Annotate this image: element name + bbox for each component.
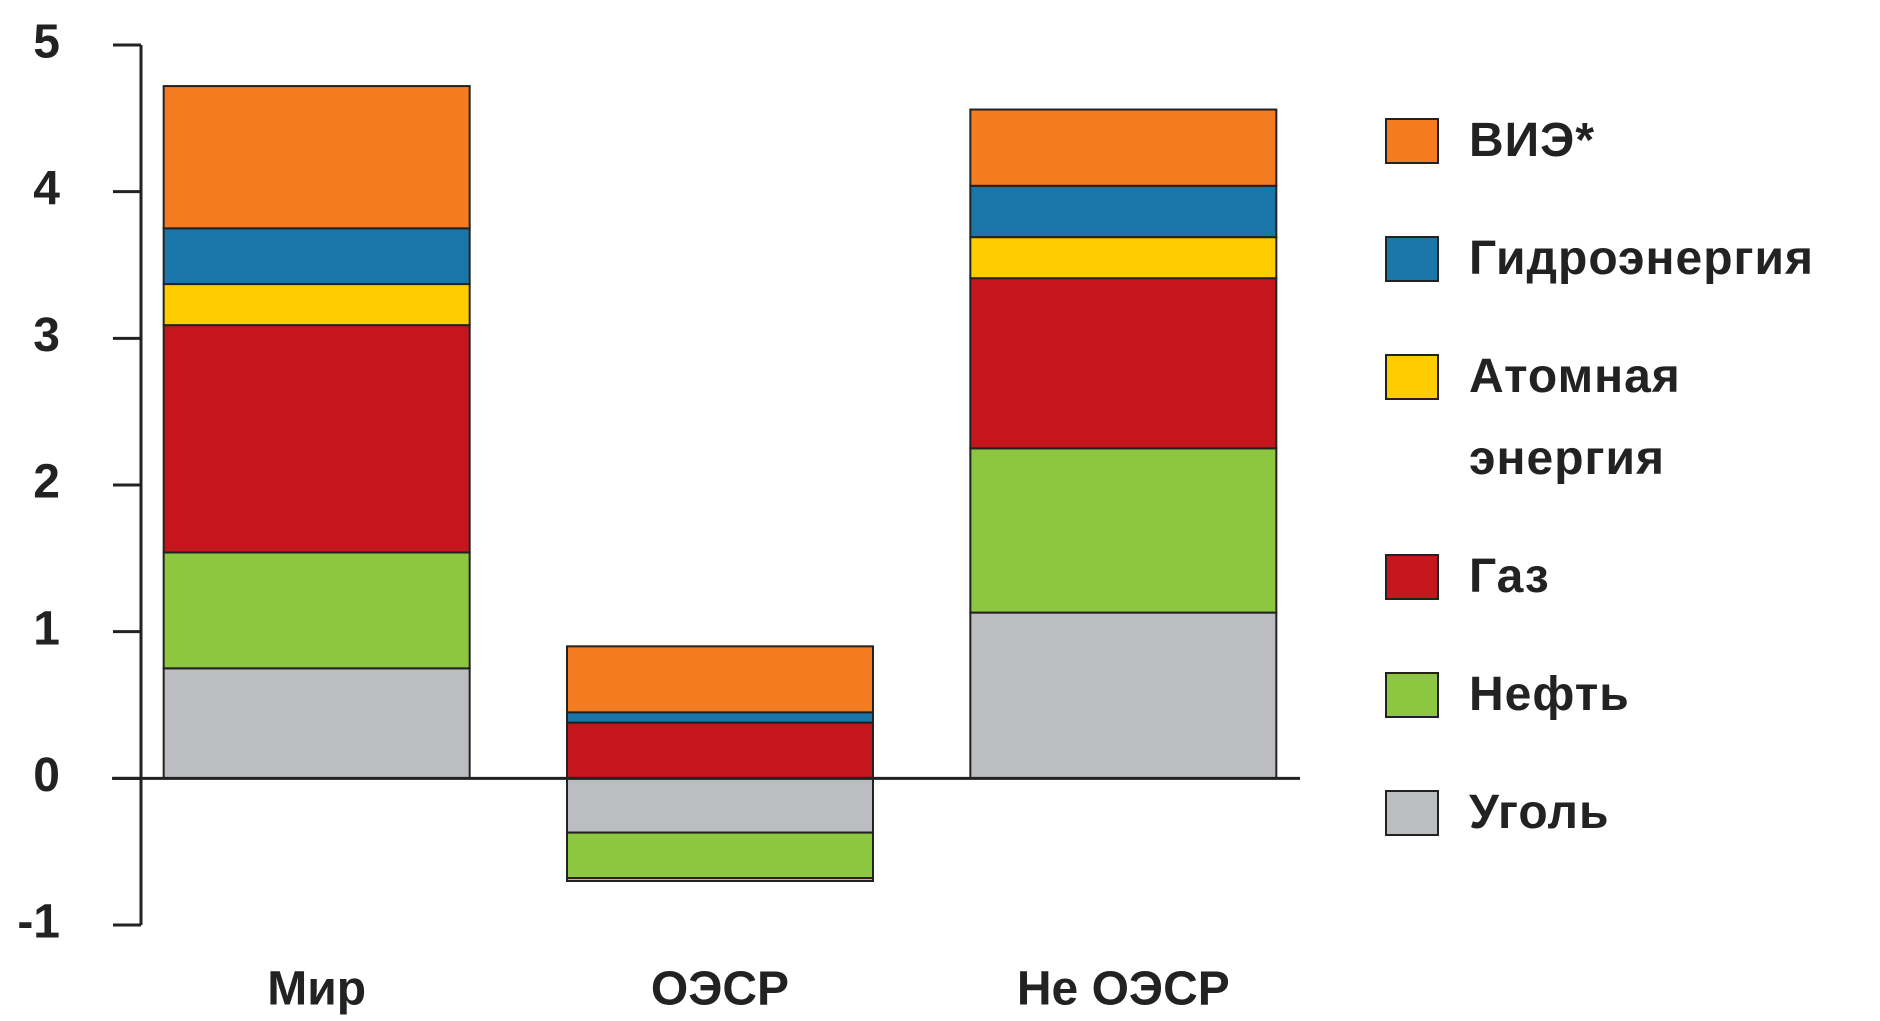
bar-segment xyxy=(969,447,1278,614)
y-tick-label: 5 xyxy=(33,16,60,69)
bar-segment xyxy=(969,236,1278,280)
bar-segment xyxy=(969,611,1278,780)
bar-segment xyxy=(162,551,471,670)
legend-swatch xyxy=(1385,236,1439,282)
y-tick-label: 0 xyxy=(33,749,60,802)
bar-segment xyxy=(566,831,874,880)
legend-label: Газ xyxy=(1469,550,1550,603)
bar-segment xyxy=(566,711,874,724)
legend-item: Газ xyxy=(1385,536,1865,654)
bar-segment xyxy=(162,227,471,286)
bar-segment xyxy=(566,721,874,780)
y-tick-label: 2 xyxy=(33,456,60,509)
legend-swatch xyxy=(1385,672,1439,718)
legend-label: Уголь xyxy=(1469,786,1610,839)
legend-item: ВИЭ* xyxy=(1385,100,1865,218)
legend-item: Уголь xyxy=(1385,772,1865,890)
legend-swatch xyxy=(1385,554,1439,600)
bar-segment xyxy=(162,283,471,327)
x-tick-label: ОЭСР xyxy=(651,963,789,1016)
legend-item: Атомная энергия xyxy=(1385,336,1865,536)
x-tick-label: Мир xyxy=(267,963,366,1016)
legend-item: Гидроэнергия xyxy=(1385,218,1865,336)
bar-segment xyxy=(969,108,1278,187)
bar-segment xyxy=(162,667,471,780)
x-tick-label: Не ОЭСР xyxy=(1017,963,1230,1016)
bar-segment xyxy=(969,277,1278,450)
legend-label: Нефть xyxy=(1469,668,1630,721)
legend-item: Нефть xyxy=(1385,654,1865,772)
legend: ВИЭ* Гидроэнергия Атомная энергия Газ Нефть У… xyxy=(1385,100,1865,890)
y-tick-label: -1 xyxy=(17,896,60,949)
bar-segment xyxy=(566,645,874,714)
bar-segment xyxy=(566,777,874,834)
legend-swatch xyxy=(1385,118,1439,164)
legend-label: ВИЭ* xyxy=(1469,114,1595,167)
legend-label: Атомная энергия xyxy=(1469,350,1681,485)
bar-segment xyxy=(969,184,1278,239)
legend-swatch xyxy=(1385,354,1439,400)
bar-segment xyxy=(566,877,874,882)
y-tick-label: 1 xyxy=(33,602,60,655)
bar-segment xyxy=(162,85,471,230)
legend-label: Гидроэнергия xyxy=(1469,232,1815,285)
y-tick-label: 4 xyxy=(33,162,60,215)
y-tick-label: 3 xyxy=(33,309,60,362)
bar-segment xyxy=(162,324,471,554)
legend-swatch xyxy=(1385,790,1439,836)
chart: -1 0 1 2 3 4 5 Мир ОЭСР Не ОЭСР xyxy=(17,16,1300,1016)
